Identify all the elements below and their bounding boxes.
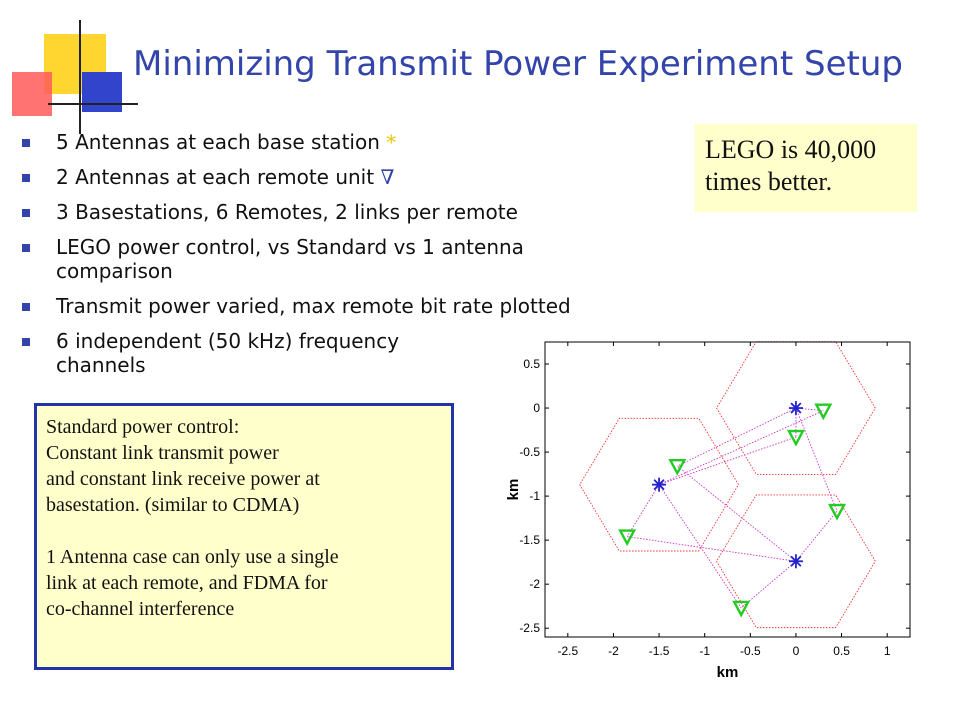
base-station-star <box>788 401 803 416</box>
bullet-marker <box>22 139 30 147</box>
remote-triangle <box>732 600 751 618</box>
bullet-item: Transmit power varied, max remote bit ra… <box>22 294 682 318</box>
bullet-text: 5 Antennas at each base station <box>56 130 387 154</box>
bullet-marker <box>22 174 30 182</box>
link-line <box>677 407 797 467</box>
star-stroke <box>653 479 665 491</box>
x-tick-label: -2.5 <box>557 644 578 658</box>
link-line <box>658 410 824 486</box>
bullet-marker <box>22 209 30 217</box>
star-stroke <box>790 402 802 414</box>
x-tick-label: 1 <box>884 644 891 658</box>
x-tick-label: 0 <box>793 644 800 658</box>
slide-title: Minimizing Transmit Power Experiment Set… <box>133 44 903 84</box>
bullet-item: 6 independent (50 kHz) frequency channel… <box>22 329 456 377</box>
bullet-marker <box>22 338 30 346</box>
cell-hexagon <box>579 417 739 552</box>
logo-red-square <box>12 72 52 116</box>
remote-triangle <box>668 458 687 476</box>
link-lines <box>626 407 838 609</box>
bullet-text: LEGO power control, vs Standard vs 1 ant… <box>56 235 524 283</box>
logo-blue-square <box>82 72 122 112</box>
triangle-symbol: ∇ <box>380 165 395 189</box>
bullet-item: LEGO power control, vs Standard vs 1 ant… <box>22 235 646 283</box>
x-tick-label: -1.5 <box>649 644 670 658</box>
bullet-marker <box>22 244 30 252</box>
link-line <box>658 436 797 486</box>
cell-hexagon <box>716 341 876 475</box>
y-tick-label: -2 <box>529 577 540 591</box>
note-line: 1 Antenna case can only use a single <box>46 546 339 568</box>
y-tick-label: -0.5 <box>519 445 540 459</box>
plot-frame <box>544 341 911 638</box>
link-line <box>627 536 797 562</box>
logo-graphic <box>12 20 138 134</box>
y-tick-label: 0 <box>533 401 540 415</box>
base-station-star <box>652 477 667 492</box>
plot-background <box>490 330 930 690</box>
y-tick-label: -1.5 <box>519 533 540 547</box>
link-line <box>677 465 797 562</box>
cell-layout-plot: -2.5 -2 -1.5 -1 -0.5 0 0.5 1 0.5 0 -0.5 -1 -1.5 -2 -2.… <box>490 330 930 690</box>
note-line: link at each remote, and FDMA for <box>46 572 328 594</box>
link-line <box>795 510 838 562</box>
bullet-list: 5 Antennas at each base station * 2 Ante… <box>22 130 682 388</box>
x-tick-label: -0.5 <box>740 644 761 658</box>
standard-note-box: Standard power control: Constant link tr… <box>34 403 454 670</box>
link-line <box>795 407 838 512</box>
bullet-text: 6 independent (50 kHz) frequency channel… <box>56 329 400 377</box>
lego-note-box: LEGO is 40,000 times better. <box>695 124 917 212</box>
note-line: basestation. (similar to CDMA) <box>46 494 300 516</box>
note-line: Standard power control: <box>46 416 240 438</box>
star-stroke <box>790 555 802 567</box>
bullet-marker <box>22 303 30 311</box>
y-axis-label: km <box>505 479 522 501</box>
remote-triangle <box>786 429 805 447</box>
x-tick-label: -2 <box>608 644 619 658</box>
base-stations <box>652 401 803 569</box>
axes: -2.5 -2 -1.5 -1 -0.5 0 0.5 1 0.5 0 -0.5 -1 -1.5 -2 -2.… <box>519 342 910 658</box>
cell-hexagons <box>579 341 876 629</box>
remote-triangle <box>827 503 847 521</box>
bullet-text: 3 Basestations, 6 Remotes, 2 links per r… <box>56 200 518 224</box>
y-tick-label: -1 <box>529 489 540 503</box>
x-tick-label: 0.5 <box>833 644 850 658</box>
link-line <box>626 484 660 537</box>
remote-triangle <box>618 529 637 547</box>
x-tick-label: -1 <box>699 644 710 658</box>
lego-note-line: LEGO is 40,000 <box>705 135 877 164</box>
note-line: co-channel interference <box>46 598 235 620</box>
x-axis-label: km <box>717 664 739 681</box>
bullet-item: 5 Antennas at each base station * <box>22 130 682 154</box>
cell-hexagon <box>716 494 876 629</box>
base-station-star <box>788 554 803 569</box>
bullet-text: Transmit power varied, max remote bit ra… <box>56 294 571 318</box>
bullet-item: 2 Antennas at each remote unit ∇ <box>22 165 682 189</box>
link-line <box>658 484 742 609</box>
y-tick-label: 0.5 <box>523 357 540 371</box>
y-tick-label: -2.5 <box>519 621 540 635</box>
note-line: Constant link transmit power <box>46 442 279 464</box>
remote-units <box>618 403 847 618</box>
lego-note-line: times better. <box>705 167 833 196</box>
remote-triangle <box>814 403 833 421</box>
bullet-text: 2 Antennas at each remote unit <box>56 165 381 189</box>
bullet-item: 3 Basestations, 6 Remotes, 2 links per r… <box>22 200 682 224</box>
star-symbol: * <box>386 130 397 154</box>
note-line: and constant link receive power at <box>46 468 320 490</box>
